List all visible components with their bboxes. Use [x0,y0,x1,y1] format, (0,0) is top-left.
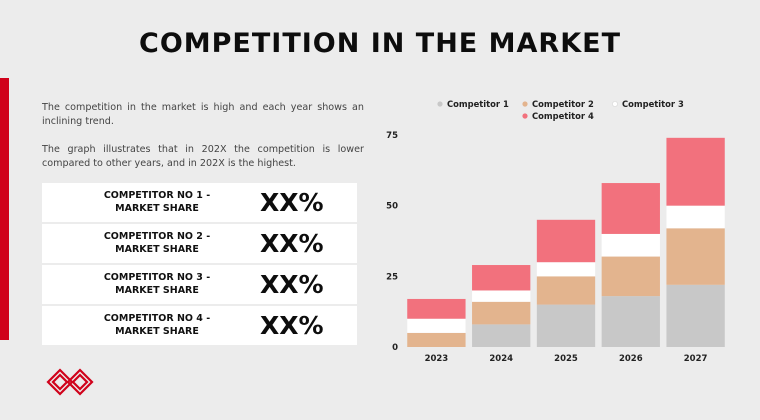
market-share-value: XX% [260,270,324,299]
x-tick-label: 2025 [554,354,578,364]
market-share-row: COMPETITOR NO 3 - MARKET SHARE XX% [42,265,357,304]
x-tick-label: 2024 [489,354,513,364]
bar-segment [601,256,660,297]
market-share-label: COMPETITOR NO 2 - MARKET SHARE [103,231,211,255]
bar-segment [666,228,725,285]
bar-segment [472,324,531,347]
market-share-label: COMPETITOR NO 4 - MARKET SHARE [103,313,211,337]
x-tick-label: 2023 [425,354,449,364]
y-tick-label: 75 [386,131,398,141]
stacked-bar-chart: Competitor 1 Competitor 2 Competitor 3 Comp… [386,99,725,364]
legend-marker [522,113,528,119]
bar-segment [407,332,466,347]
bar-segment [536,276,596,305]
bar-segment [472,290,531,302]
market-share-row: COMPETITOR NO 4 - MARKET SHARE XX% [42,306,357,345]
market-share-row: COMPETITOR NO 2 - MARKET SHARE XX% [42,224,357,263]
legend-marker [522,101,528,107]
bar-segment [536,262,596,277]
market-share-value: XX% [260,229,324,258]
y-tick-label: 0 [392,343,398,353]
legend-marker [437,101,443,107]
legend-entry: Competitor 2 [532,99,594,109]
legend-entry: Competitor 3 [622,99,684,109]
market-share-row: COMPETITOR NO 1 - MARKET SHARE XX% [42,183,357,222]
legend-entry: Competitor 4 [532,111,594,121]
bar-segment [666,137,725,206]
market-share-value: XX% [260,188,324,217]
interlocking-diamond-logo-icon [46,368,94,396]
legend-marker [611,101,618,107]
bar-segment [666,205,725,229]
bar-segment [601,296,660,347]
market-share-table: COMPETITOR NO 1 - MARKET SHARE XX% COMPE… [42,183,357,347]
bar-segment [601,183,660,234]
bar-segment [472,301,531,325]
bar-segment [601,233,660,257]
y-tick-label: 50 [386,202,398,212]
legend-entry: Competitor 1 [447,99,509,109]
bar-segment [536,304,596,347]
accent-bar [0,78,9,340]
bar-segment [666,284,725,347]
market-share-value: XX% [260,311,324,340]
market-share-label: COMPETITOR NO 3 - MARKET SHARE [103,272,211,296]
bar-segment [472,265,531,291]
x-tick-label: 2026 [619,354,643,364]
bar-segment [407,298,466,319]
y-tick-label: 25 [386,272,398,282]
market-share-label: COMPETITOR NO 1 - MARKET SHARE [103,190,211,214]
x-tick-label: 2027 [684,354,708,364]
intro-paragraph: The competition in the market is high an… [42,102,364,127]
bar-segment [536,219,596,263]
bar-segment [407,318,466,333]
slide-title: COMPETITION IN THE MARKET [139,28,621,59]
graph-description-paragraph: The graph illustrates that in 202X the c… [42,144,364,169]
